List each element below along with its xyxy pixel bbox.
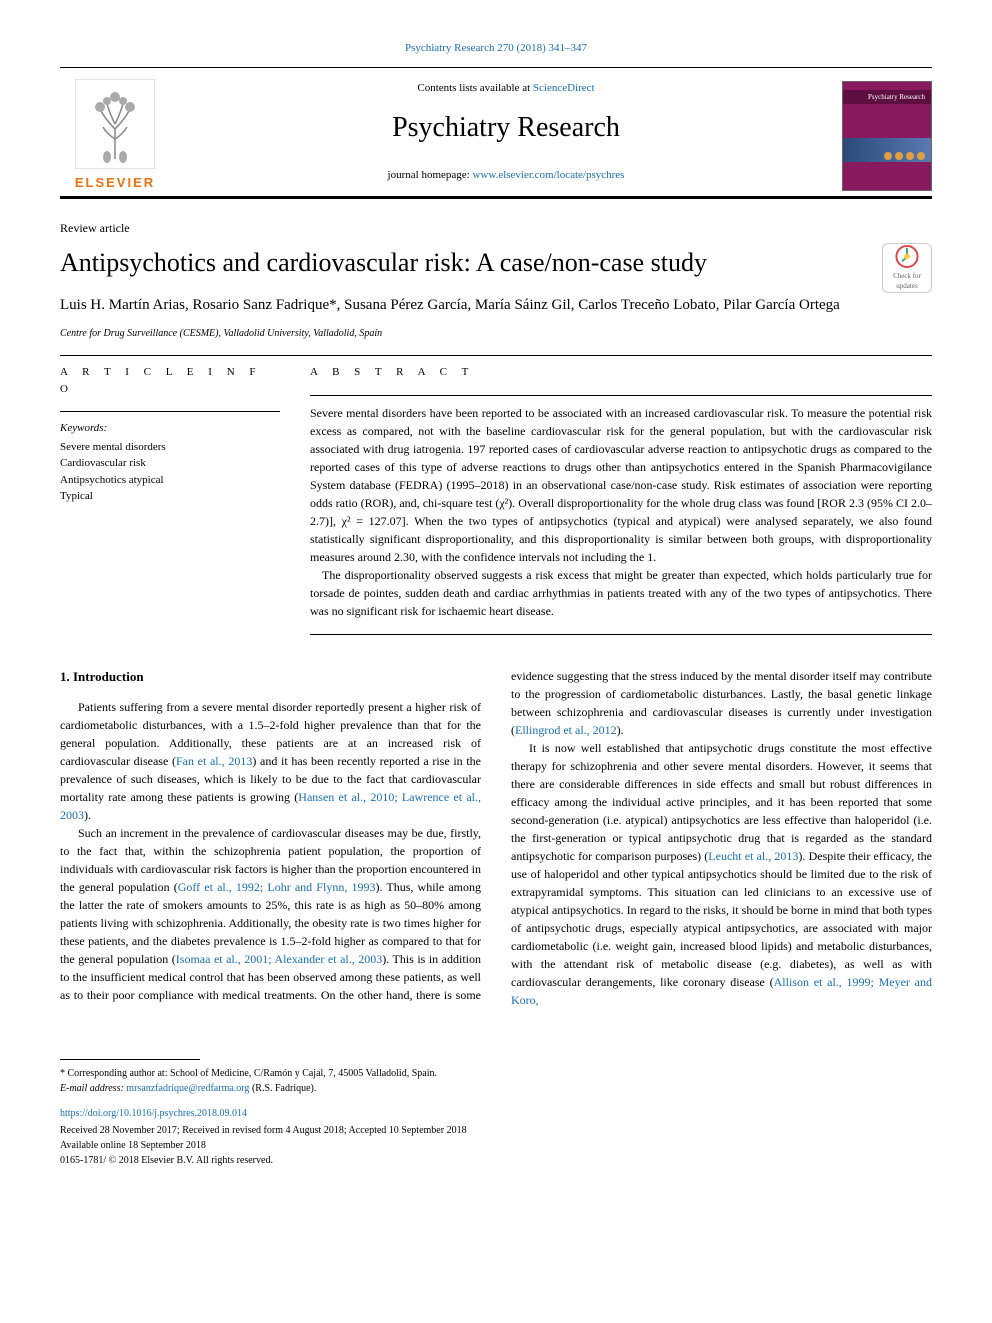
keyword: Typical [60, 488, 280, 505]
abstract-heading: A B S T R A C T [310, 364, 932, 381]
affiliation: Centre for Drug Surveillance (CESME), Va… [60, 326, 932, 341]
email-suffix: (R.S. Fadrique). [249, 1083, 316, 1094]
citation-link[interactable]: Ellingrod et al., 2012 [515, 723, 617, 737]
top-citation: Psychiatry Research 270 (2018) 341–347 [60, 40, 932, 57]
article-type: Review article [60, 219, 932, 237]
divider [60, 355, 932, 356]
divider [310, 395, 932, 396]
abstract-column: A B S T R A C T Severe mental disorders … [310, 364, 932, 643]
body-paragraph: Patients suffering from a severe mental … [60, 698, 481, 824]
citation-link[interactable]: Isomaa et al., 2001; Alexander et al., 2… [176, 952, 382, 966]
crossmark-icon [894, 244, 920, 269]
journal-cover-thumbnail: Psychiatry Research [842, 81, 932, 191]
keyword: Severe mental disorders [60, 439, 280, 456]
header-center: Contents lists available at ScienceDirec… [170, 80, 842, 191]
homepage-link[interactable]: www.elsevier.com/locate/psychres [472, 169, 624, 181]
abstract-p2: The disproportionality observed suggests… [310, 566, 932, 620]
keyword: Antipsychotics atypical [60, 472, 280, 489]
email-label: E-mail address: [60, 1083, 126, 1094]
corresponding-author-note: * Corresponding author at: School of Med… [60, 1066, 932, 1081]
article-title: Antipsychotics and cardiovascular risk: … [60, 243, 862, 282]
journal-title: Psychiatry Research [170, 107, 842, 149]
footnote-rule [60, 1059, 200, 1060]
top-citation-link[interactable]: Psychiatry Research 270 (2018) 341–347 [405, 42, 587, 54]
divider [310, 634, 932, 635]
online-date: Available online 18 September 2018 [60, 1138, 932, 1153]
article-info-heading: A R T I C L E I N F O [60, 364, 280, 397]
abstract-p1: Severe mental disorders have been report… [310, 404, 932, 566]
authors: Luis H. Martín Arias, Rosario Sanz Fadri… [60, 294, 932, 317]
doi-link[interactable]: https://doi.org/10.1016/j.psychres.2018.… [60, 1108, 247, 1119]
keyword: Cardiovascular risk [60, 455, 280, 472]
article-dates: Received 28 November 2017; Received in r… [60, 1123, 932, 1138]
email-link[interactable]: mrsanzfadrique@redfarma.org [126, 1083, 249, 1094]
updates-line1: Check for [893, 271, 921, 282]
check-for-updates-badge[interactable]: Check for updates [882, 243, 932, 293]
copyright: 0165-1781/ © 2018 Elsevier B.V. All righ… [60, 1153, 932, 1168]
keywords-list: Severe mental disorders Cardiovascular r… [60, 439, 280, 505]
cover-label: Psychiatry Research [868, 92, 925, 103]
sciencedirect-link[interactable]: ScienceDirect [533, 82, 595, 94]
homepage-line: journal homepage: www.elsevier.com/locat… [170, 167, 842, 184]
updates-line2: updates [896, 281, 917, 292]
journal-header: ELSEVIER Contents lists available at Sci… [60, 67, 932, 199]
elsevier-brand-text: ELSEVIER [75, 173, 155, 193]
divider [60, 411, 280, 412]
abstract-text: Severe mental disorders have been report… [310, 404, 932, 620]
intro-heading: 1. Introduction [60, 667, 481, 687]
publisher-logo: ELSEVIER [60, 76, 170, 196]
email-line: E-mail address: mrsanzfadrique@redfarma.… [60, 1081, 932, 1096]
body-paragraph: It is now well established that antipsyc… [511, 739, 932, 1009]
article-info-column: A R T I C L E I N F O Keywords: Severe m… [60, 364, 280, 643]
contents-prefix: Contents lists available at [417, 82, 532, 94]
keywords-label: Keywords: [60, 420, 280, 437]
citation-link[interactable]: Leucht et al., 2013 [708, 849, 798, 863]
contents-line: Contents lists available at ScienceDirec… [170, 80, 842, 97]
footer: * Corresponding author at: School of Med… [60, 1059, 932, 1168]
body-text: 1. Introduction Patients suffering from … [60, 667, 932, 1009]
elsevier-tree-icon [75, 79, 155, 169]
homepage-prefix: journal homepage: [388, 169, 473, 181]
citation-link[interactable]: Fan et al., 2013 [176, 754, 252, 768]
citation-link[interactable]: Goff et al., 1992; Lohr and Flynn, 1993 [178, 880, 376, 894]
